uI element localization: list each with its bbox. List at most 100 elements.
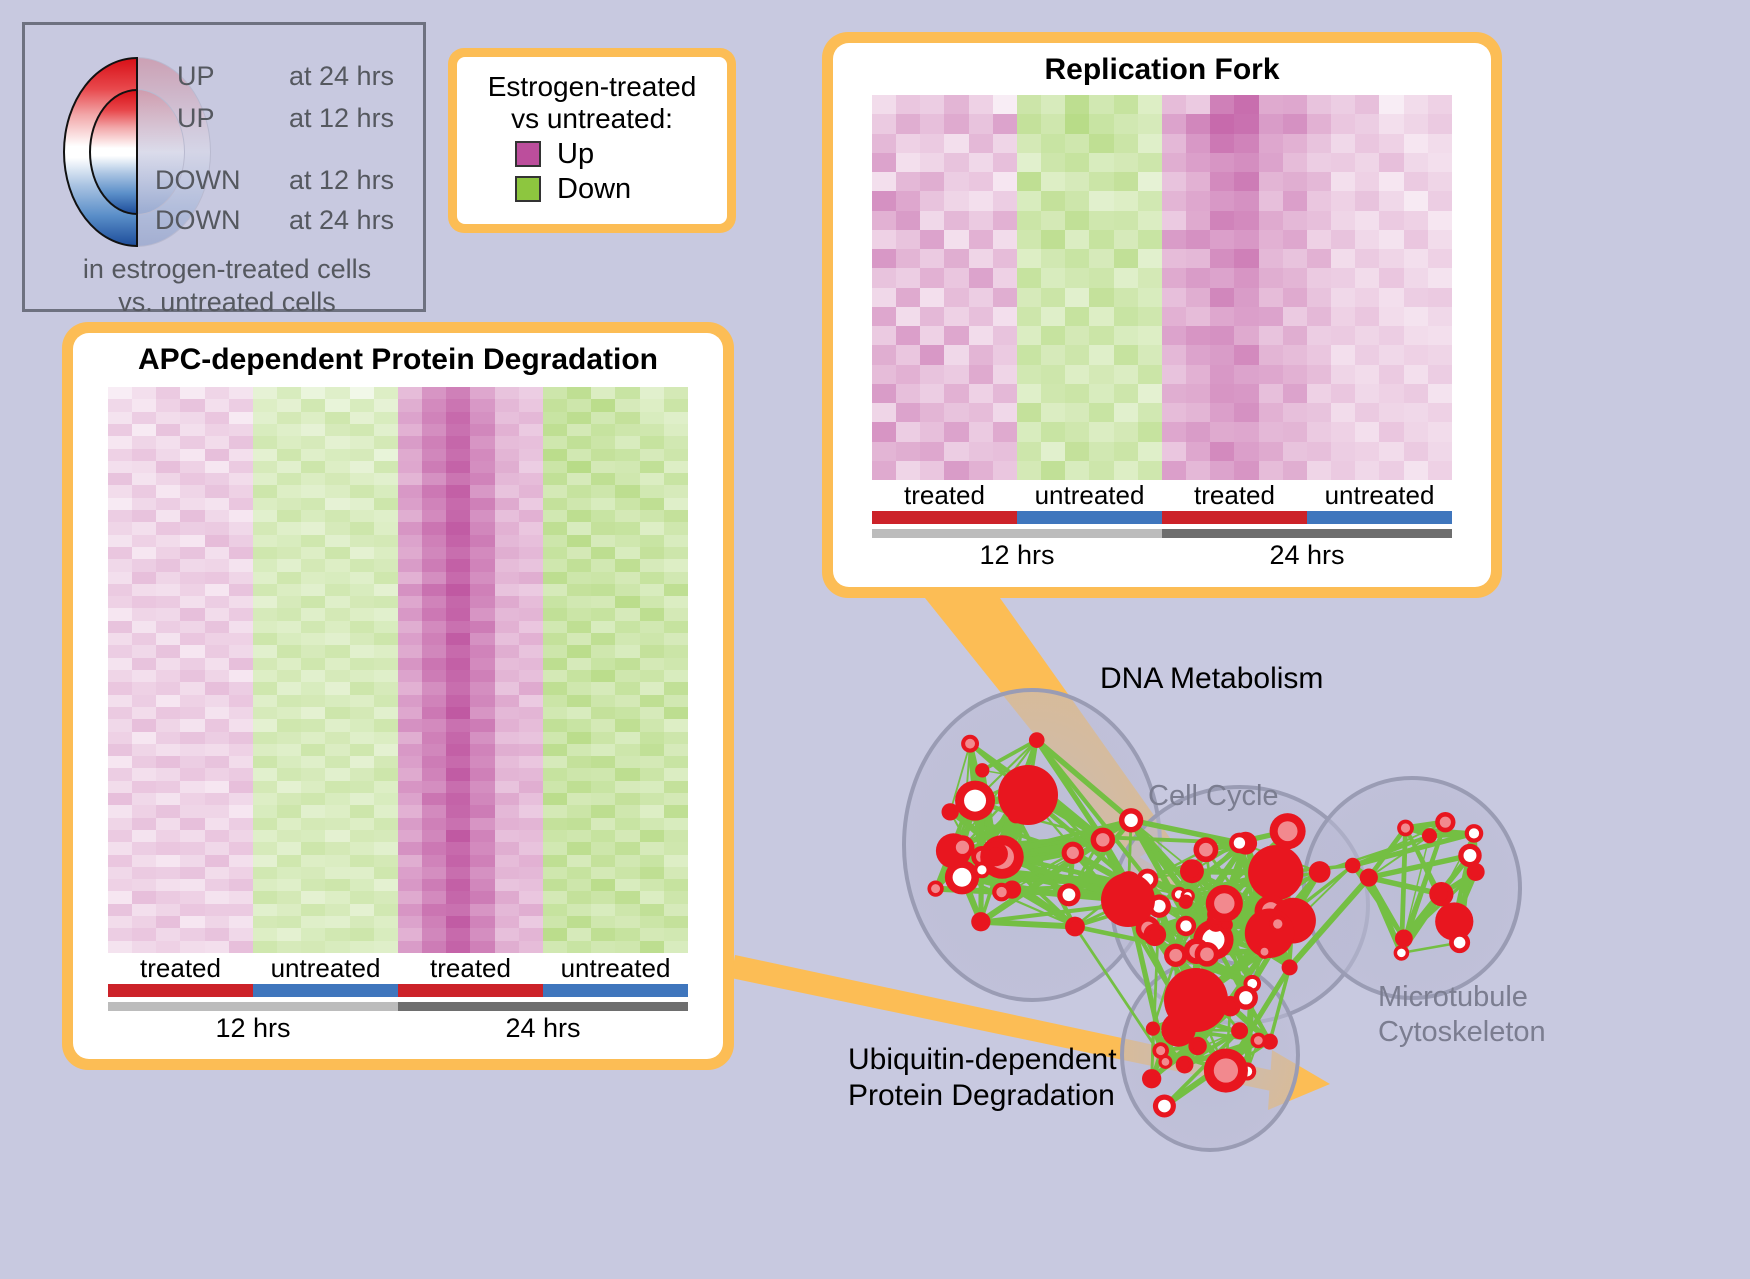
- network-node-ring[interactable]: [1115, 871, 1142, 897]
- network-node-ring[interactable]: [1205, 884, 1243, 923]
- network-node-core[interactable]: [978, 766, 987, 775]
- network-node[interactable]: [1435, 902, 1474, 941]
- network-node-core[interactable]: [977, 865, 987, 875]
- network-node-ring[interactable]: [983, 841, 1008, 867]
- network-node-core[interactable]: [1181, 1011, 1190, 1020]
- network-node-core[interactable]: [955, 840, 970, 854]
- network-node-ring[interactable]: [1014, 765, 1041, 791]
- network-node-ring[interactable]: [973, 861, 991, 879]
- network-node-ring[interactable]: [927, 880, 944, 897]
- network-node-core[interactable]: [1183, 892, 1192, 900]
- network-node-ring[interactable]: [1143, 923, 1167, 947]
- network-node-ring[interactable]: [1250, 1032, 1267, 1049]
- network-node-ring[interactable]: [1261, 1033, 1278, 1050]
- network-node-core[interactable]: [1011, 810, 1021, 820]
- network-node-core[interactable]: [1141, 921, 1155, 936]
- network-node-ring[interactable]: [1394, 929, 1413, 948]
- network-node-core[interactable]: [1200, 947, 1214, 962]
- network-node-core[interactable]: [1239, 836, 1252, 850]
- network-node-ring[interactable]: [1393, 945, 1410, 961]
- network-node-core[interactable]: [1221, 920, 1230, 929]
- network-node-core[interactable]: [1234, 1026, 1245, 1036]
- network-node-core[interactable]: [1242, 1066, 1253, 1077]
- network-node-ring[interactable]: [1269, 915, 1287, 933]
- network-node-core[interactable]: [1069, 921, 1081, 932]
- network-node[interactable]: [1101, 873, 1155, 927]
- network-node-ring[interactable]: [1429, 882, 1454, 907]
- network-node-ring[interactable]: [1269, 813, 1306, 850]
- network-node-ring[interactable]: [1147, 894, 1171, 918]
- network-node-ring[interactable]: [1028, 732, 1045, 748]
- network-node-ring[interactable]: [1065, 916, 1085, 937]
- network-node-core[interactable]: [1439, 816, 1451, 828]
- network-node-core[interactable]: [1210, 917, 1222, 928]
- network-node-core[interactable]: [1400, 823, 1411, 833]
- network-node-core[interactable]: [1260, 947, 1269, 956]
- network-node-core[interactable]: [1211, 908, 1224, 920]
- network-node-core[interactable]: [1179, 1059, 1190, 1070]
- network-node-ring[interactable]: [1007, 806, 1025, 824]
- network-node-core[interactable]: [1453, 936, 1466, 949]
- network-node-ring[interactable]: [941, 803, 959, 821]
- network-node-ring[interactable]: [992, 882, 1011, 902]
- network-node-core[interactable]: [1213, 1058, 1239, 1083]
- network-node-core[interactable]: [1097, 832, 1107, 842]
- network-node-core[interactable]: [1032, 735, 1042, 745]
- network-node-core[interactable]: [1169, 948, 1183, 962]
- network-node-ring[interactable]: [1135, 916, 1161, 941]
- network-node-ring[interactable]: [1171, 886, 1187, 903]
- network-node-core[interactable]: [1180, 920, 1192, 932]
- network-node-ring[interactable]: [1229, 832, 1250, 854]
- network-node-ring[interactable]: [1175, 1055, 1194, 1074]
- network-node-core[interactable]: [1273, 919, 1283, 929]
- network-node-core[interactable]: [1224, 1000, 1237, 1012]
- network-node-ring[interactable]: [1359, 868, 1378, 887]
- network-node-ring[interactable]: [950, 835, 975, 860]
- network-node-core[interactable]: [1146, 1073, 1157, 1085]
- network-node-core[interactable]: [952, 867, 972, 887]
- network-node-ring[interactable]: [1180, 888, 1195, 904]
- network-node-ring[interactable]: [1158, 1054, 1173, 1069]
- network-node-core[interactable]: [996, 886, 1007, 898]
- network-node-core[interactable]: [1348, 861, 1357, 870]
- network-node-ring[interactable]: [1243, 974, 1262, 993]
- network-node-ring[interactable]: [975, 763, 990, 778]
- network-node-ring[interactable]: [1193, 919, 1234, 960]
- network-node-ring[interactable]: [1435, 812, 1456, 833]
- network-node-core[interactable]: [1066, 846, 1079, 859]
- network-node-core[interactable]: [945, 807, 955, 817]
- network-node-ring[interactable]: [1093, 828, 1111, 846]
- network-node[interactable]: [1244, 908, 1295, 958]
- network-node-core[interactable]: [1233, 837, 1246, 849]
- network-node-core[interactable]: [1149, 1024, 1157, 1033]
- network-node[interactable]: [1270, 897, 1316, 944]
- network-node-ring[interactable]: [1145, 1021, 1161, 1036]
- network-node-ring[interactable]: [1061, 841, 1084, 864]
- network-node-core[interactable]: [1161, 1058, 1170, 1066]
- network-node-ring[interactable]: [1421, 828, 1438, 844]
- network-node-ring[interactable]: [1234, 831, 1258, 855]
- network-node-ring[interactable]: [1231, 1022, 1249, 1040]
- network-node-ring[interactable]: [980, 835, 1024, 879]
- network-node-core[interactable]: [964, 789, 987, 812]
- network-node-ring[interactable]: [1344, 857, 1361, 874]
- network-node-core[interactable]: [1398, 933, 1409, 944]
- network-node-core[interactable]: [965, 738, 975, 749]
- network-node-ring[interactable]: [1281, 959, 1298, 976]
- network-node-core[interactable]: [1261, 902, 1280, 921]
- network-node-ring[interactable]: [1090, 827, 1116, 853]
- network-node-core[interactable]: [1214, 893, 1235, 914]
- network-node-ring[interactable]: [1175, 915, 1197, 937]
- network-node-core[interactable]: [1425, 831, 1434, 840]
- network-node-core[interactable]: [931, 884, 941, 894]
- network-node-ring[interactable]: [1177, 1007, 1193, 1023]
- network-node-core[interactable]: [1254, 1036, 1263, 1045]
- network-node-ring[interactable]: [955, 780, 996, 821]
- network-node-ring[interactable]: [1136, 868, 1159, 891]
- network-node[interactable]: [1161, 1012, 1196, 1047]
- network-node-core[interactable]: [1096, 833, 1110, 847]
- network-node-core[interactable]: [1156, 1045, 1166, 1056]
- network-node-core[interactable]: [1463, 849, 1477, 862]
- network-node-core[interactable]: [1397, 948, 1406, 958]
- network-node-ring[interactable]: [1466, 862, 1485, 881]
